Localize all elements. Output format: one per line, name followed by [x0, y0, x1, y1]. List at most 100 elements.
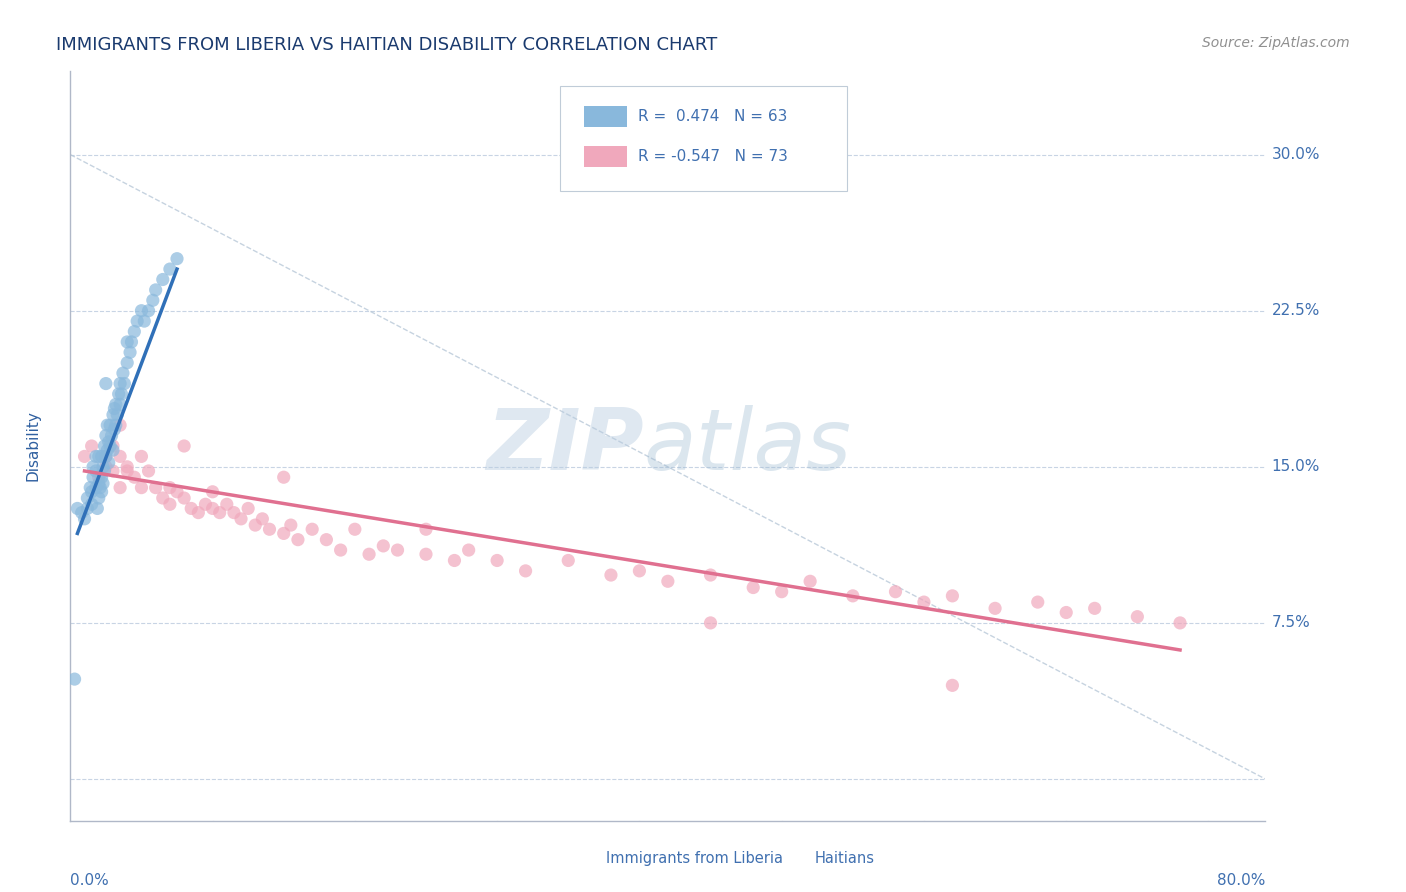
Point	[94, 376, 117, 391]
Point	[79, 481, 101, 495]
Point	[97, 434, 120, 449]
Point	[273, 470, 295, 484]
Point	[73, 512, 96, 526]
Point	[82, 470, 104, 484]
Point	[215, 497, 238, 511]
Point	[108, 418, 131, 433]
Point	[115, 356, 138, 370]
Point	[101, 408, 124, 422]
Point	[343, 522, 366, 536]
Point	[94, 459, 117, 474]
Point	[131, 450, 153, 464]
Point	[108, 481, 131, 495]
Point	[76, 491, 98, 505]
Point	[98, 418, 121, 433]
Point	[1084, 601, 1107, 615]
Point	[280, 518, 302, 533]
Point	[134, 314, 156, 328]
Text: Immigrants from Liberia: Immigrants from Liberia	[606, 851, 783, 866]
Point	[187, 506, 209, 520]
Point	[115, 334, 138, 349]
Text: 7.5%: 7.5%	[1271, 615, 1310, 631]
Point	[142, 293, 165, 308]
Point	[115, 464, 138, 478]
Point	[273, 526, 295, 541]
Point	[103, 422, 125, 436]
Point	[73, 450, 96, 464]
Point	[101, 464, 124, 478]
Point	[124, 325, 146, 339]
FancyBboxPatch shape	[779, 855, 810, 871]
Point	[770, 584, 793, 599]
Point	[80, 439, 103, 453]
Point	[173, 491, 195, 505]
Point	[82, 459, 104, 474]
Point	[173, 439, 195, 453]
Text: 22.5%: 22.5%	[1271, 303, 1320, 318]
Point	[657, 574, 679, 589]
Text: 15.0%: 15.0%	[1271, 459, 1320, 475]
Point	[87, 476, 110, 491]
Text: 80.0%: 80.0%	[1218, 872, 1265, 888]
Point	[91, 476, 114, 491]
Point	[259, 522, 281, 536]
Point	[90, 450, 112, 464]
Point	[842, 589, 865, 603]
Point	[131, 481, 153, 495]
Point	[131, 303, 153, 318]
Point	[415, 522, 437, 536]
Point	[984, 601, 1007, 615]
Text: IMMIGRANTS FROM LIBERIA VS HAITIAN DISABILITY CORRELATION CHART: IMMIGRANTS FROM LIBERIA VS HAITIAN DISAB…	[56, 36, 717, 54]
FancyBboxPatch shape	[585, 145, 627, 167]
Point	[799, 574, 821, 589]
Point	[145, 481, 167, 495]
Point	[138, 464, 160, 478]
Point	[201, 484, 224, 499]
FancyBboxPatch shape	[561, 87, 846, 191]
Text: atlas: atlas	[644, 404, 852, 488]
Point	[63, 672, 86, 686]
Point	[359, 547, 381, 561]
Point	[76, 501, 98, 516]
Point	[159, 481, 181, 495]
Point	[104, 418, 127, 433]
Point	[373, 539, 395, 553]
Point	[315, 533, 337, 547]
Point	[111, 366, 134, 380]
Point	[84, 450, 107, 464]
Point	[166, 484, 188, 499]
Point	[457, 543, 479, 558]
Point	[121, 334, 143, 349]
Point	[97, 456, 120, 470]
Point	[101, 443, 124, 458]
Point	[66, 501, 89, 516]
Point	[941, 589, 963, 603]
FancyBboxPatch shape	[585, 106, 627, 127]
Text: ZIP: ZIP	[486, 404, 644, 488]
Point	[93, 464, 115, 478]
Point	[94, 450, 117, 464]
Point	[101, 439, 124, 453]
Point	[98, 439, 121, 453]
Point	[229, 512, 252, 526]
Point	[515, 564, 537, 578]
Point	[166, 252, 188, 266]
Point	[70, 506, 93, 520]
Text: Disability: Disability	[25, 410, 41, 482]
Point	[912, 595, 935, 609]
Point	[108, 450, 131, 464]
Point	[94, 428, 117, 442]
Point	[415, 547, 437, 561]
Point	[87, 470, 110, 484]
Point	[486, 553, 509, 567]
Point	[87, 450, 110, 464]
Point	[1026, 595, 1049, 609]
Point	[80, 484, 103, 499]
Point	[145, 283, 167, 297]
Point	[84, 481, 107, 495]
Point	[628, 564, 651, 578]
Text: R = -0.547   N = 73: R = -0.547 N = 73	[638, 149, 787, 163]
FancyBboxPatch shape	[569, 855, 600, 871]
Point	[107, 387, 129, 401]
Text: Source: ZipAtlas.com: Source: ZipAtlas.com	[1202, 36, 1350, 50]
